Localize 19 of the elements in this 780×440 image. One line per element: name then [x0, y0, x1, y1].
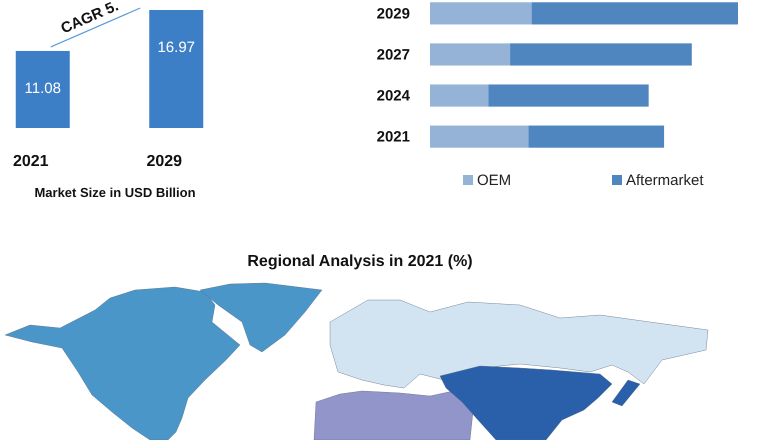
annotation: CAGR 5.: [58, 0, 121, 38]
x-axis-title: Market Size in USD Billion: [34, 185, 196, 200]
bar: [532, 2, 738, 24]
y-tick-label: 2024: [376, 88, 411, 105]
legend-label: OEM: [477, 172, 512, 189]
legend-label: Aftermarket: [626, 172, 704, 189]
y-tick-label: 2021: [376, 128, 410, 146]
y-tick-label: 2027: [376, 46, 410, 64]
bar: [510, 43, 692, 66]
bar: [430, 84, 489, 107]
text: Regional Analysis in 2021 (%): [247, 253, 473, 270]
data-label: 16.97: [157, 39, 196, 56]
data-label: 11.08: [24, 80, 61, 97]
bar: [430, 43, 510, 66]
bar: [528, 126, 664, 148]
y-tick-label: 2029: [376, 5, 410, 22]
bar: [430, 2, 532, 24]
bar: [430, 126, 529, 148]
bar: [488, 84, 649, 107]
